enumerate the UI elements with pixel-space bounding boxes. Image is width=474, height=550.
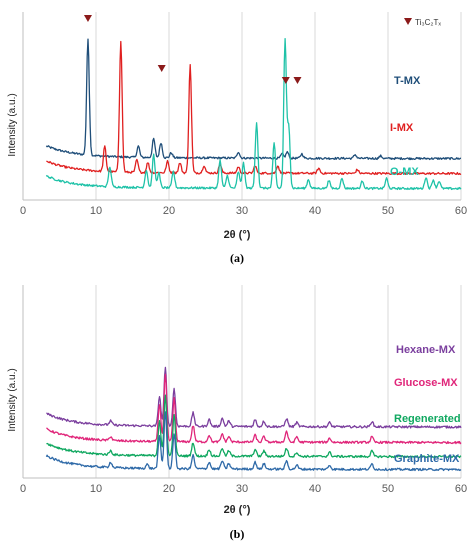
x-tick-label: 30	[236, 205, 248, 217]
series-line-t-mx	[45, 38, 462, 161]
x-tick-label: 40	[309, 483, 321, 495]
series-label: Graphite-MX	[394, 453, 460, 465]
panel-b-series-labels: Hexane-MX Glucose-MX Regenerated Graphite-M…	[394, 344, 461, 465]
series-line-glucose-mx	[46, 373, 462, 445]
panel-b-y-axis-label: Intensity (a.u.)	[7, 368, 18, 431]
panel-a-grid	[95, 12, 462, 200]
peak-marker-triangle-icon	[157, 65, 166, 72]
panel-b-series	[45, 366, 462, 472]
panel-a-axes	[22, 12, 461, 201]
x-tick-label: 20	[163, 483, 175, 495]
series-line-regenerated	[46, 394, 462, 459]
series-line-hexane-mx	[46, 366, 462, 429]
x-tick-label: 10	[90, 483, 102, 495]
x-tick-label: 50	[382, 483, 394, 495]
panel-b-caption: (b)	[230, 527, 245, 541]
peak-marker-triangle-icon	[83, 15, 92, 22]
panel-a-y-axis-label: Intensity (a.u.)	[7, 93, 18, 156]
panel-a-series-labels: T-MX I-MX O-MX	[390, 75, 421, 178]
series-line-i-mx	[46, 40, 462, 176]
legend-triangle-icon	[404, 18, 412, 25]
series-label: Regenerated	[394, 413, 461, 425]
x-tick-label: 60	[455, 205, 467, 217]
series-label: O-MX	[390, 166, 419, 178]
x-tick-label: 20	[163, 205, 175, 217]
series-label: Hexane-MX	[396, 344, 456, 356]
x-tick-label: 60	[455, 483, 467, 495]
x-tick-label: 50	[382, 205, 394, 217]
series-line-o-mx	[45, 37, 462, 191]
panel-a-series	[45, 37, 462, 191]
x-tick-label: 0	[20, 205, 26, 217]
panel-a-ticks: 0 10 20 30 40 50 60	[20, 205, 467, 217]
peak-marker-triangle-icon	[281, 77, 290, 84]
series-label: I-MX	[390, 122, 414, 134]
panel-a-caption: (a)	[230, 251, 244, 265]
x-tick-label: 10	[90, 205, 102, 217]
panel-b-grid	[95, 285, 462, 478]
panel-b-axes	[22, 285, 461, 479]
x-tick-label: 30	[236, 483, 248, 495]
x-tick-label: 40	[309, 205, 321, 217]
panel-a-x-axis-label: 2θ (°)	[224, 229, 251, 241]
x-tick-label: 0	[20, 483, 26, 495]
panel-a-legend: Ti₃C₂Tₓ	[404, 18, 441, 27]
peak-marker-triangle-icon	[293, 77, 302, 84]
series-label: T-MX	[394, 75, 421, 87]
panel-b-ticks: 0 10 20 30 40 50 60	[20, 483, 467, 495]
panel-a-markers	[83, 15, 302, 84]
panel-b-x-axis-label: 2θ (°)	[224, 504, 251, 516]
series-line-graphite-mx	[45, 411, 462, 472]
panel-b: 0 10 20 30 40 50 60 Hexane-MX Glucose-MX Regener…	[7, 285, 467, 541]
panel-a: 0 10 20 30 40 50 60 T-MX I-MX O-MX Ti₃C₂Tₓ Inten…	[7, 12, 467, 265]
series-label: Glucose-MX	[394, 377, 458, 389]
legend-label: Ti₃C₂Tₓ	[415, 18, 441, 27]
